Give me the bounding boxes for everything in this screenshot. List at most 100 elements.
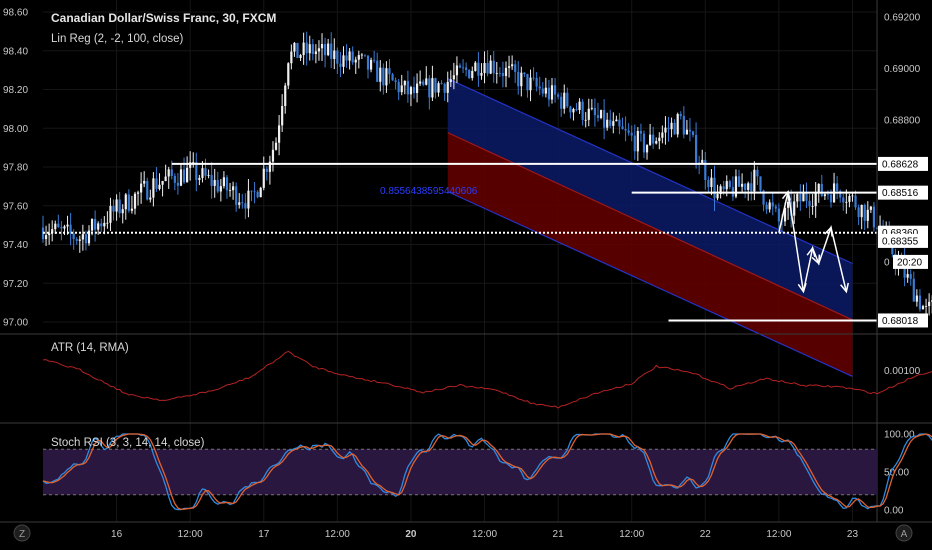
candle-body [786, 201, 790, 208]
candle-body [606, 119, 609, 128]
candle-body [701, 159, 704, 164]
candle-body [486, 63, 489, 74]
candle-body [679, 114, 682, 116]
price-level-tag-text: 0.68628 [882, 159, 919, 170]
z-button[interactable]: Z [13, 524, 31, 542]
stoch-band-fill [43, 449, 877, 495]
candle-body [415, 83, 419, 94]
candle-body [483, 63, 486, 73]
candle-body [805, 192, 808, 201]
candle-body [771, 202, 774, 207]
candle-body [793, 201, 796, 216]
candle-body [296, 42, 299, 58]
candle-body [642, 133, 646, 153]
a-button[interactable]: A [895, 524, 913, 542]
candle-body [351, 51, 354, 63]
candle-body [121, 209, 124, 214]
price-level-tag [878, 185, 928, 200]
price-levels[interactable] [43, 162, 877, 322]
candle-body [550, 85, 554, 100]
candle-body [836, 183, 839, 192]
candle-body [247, 190, 250, 209]
atr-tick-label: 0.00100 [884, 366, 921, 377]
candle-body [419, 81, 422, 84]
candle-body [857, 207, 860, 218]
candle-body [330, 43, 333, 59]
candle-body [232, 186, 235, 191]
candle-body [434, 78, 437, 93]
candle-body [305, 42, 308, 54]
candle-body [759, 176, 762, 191]
candle-body [241, 202, 244, 204]
candle-body [756, 169, 759, 177]
candle-body [477, 62, 480, 76]
linreg-indicator-label[interactable]: Lin Reg (2, -2, 100, close) [51, 33, 183, 45]
candle-body [676, 114, 679, 135]
candle-body [452, 75, 455, 80]
candle-body [504, 67, 508, 77]
current-price-tag [878, 233, 928, 248]
candle-body [658, 137, 661, 142]
atr-indicator-label[interactable]: ATR (14, RMA) [51, 342, 129, 354]
candle-body [808, 200, 811, 207]
candle-body [507, 66, 511, 68]
candle-body [152, 178, 155, 198]
candle-body [48, 233, 51, 236]
candle-body [51, 229, 54, 234]
candle-body [664, 127, 667, 133]
candle-body [100, 223, 103, 227]
candle-body [161, 180, 164, 185]
candle-body [685, 129, 688, 135]
candle-body [124, 194, 127, 210]
candle-body [287, 63, 290, 86]
candle-body [572, 108, 575, 113]
candle-body [553, 85, 557, 95]
candle-body [379, 67, 382, 82]
candle-body [336, 50, 339, 64]
time-axis[interactable]: 16 12:00 17 12:00 20 12:00 21 12:00 22 12:00 23 [111, 529, 858, 540]
candle-body [308, 44, 311, 54]
candle-body [783, 207, 787, 222]
candle-body [694, 134, 698, 163]
candle-body [290, 51, 293, 64]
candle-body [354, 59, 357, 63]
regression-channel [447, 78, 853, 377]
candle-body [909, 274, 912, 279]
candle-body [54, 223, 57, 230]
candle-body [385, 68, 388, 86]
candle-body [468, 69, 471, 79]
candle-body [146, 180, 149, 200]
candle-body [84, 234, 88, 244]
left-tick-label: 98.00 [3, 124, 28, 135]
candle-body [127, 194, 130, 211]
candle-body [928, 301, 931, 307]
candle-body [541, 88, 544, 94]
candle-body [814, 193, 817, 207]
candle-body [219, 186, 222, 192]
candle-body [173, 176, 176, 183]
candle-body [747, 183, 750, 190]
right-tick-label: 0.68800 [884, 115, 921, 126]
candle-body [655, 141, 658, 144]
candle-body [170, 169, 173, 177]
stoch-indicator-label[interactable]: Stoch RSI (3, 3, 14, 14, close) [51, 437, 205, 449]
projection-path[interactable] [778, 189, 849, 294]
candle-body [547, 87, 551, 100]
candle-body [649, 134, 652, 145]
right-price-axis[interactable]: 0.69200 0.69000 0.68800 0.68628 0.68516 0.683… [878, 13, 928, 328]
candle-body [704, 159, 707, 181]
candle-body [569, 106, 572, 113]
candle-body [44, 235, 48, 240]
candle-body [412, 87, 416, 94]
candle-body [207, 174, 210, 176]
countdown-tag [893, 254, 928, 269]
candle-body [130, 208, 134, 211]
time-tick-label: 12:00 [178, 529, 203, 540]
candle-body [480, 72, 483, 76]
candle-body [777, 208, 780, 222]
candle-body [599, 110, 603, 118]
candle-body [333, 50, 336, 59]
candle-body [796, 194, 799, 202]
time-tick-label: 22 [700, 529, 712, 540]
